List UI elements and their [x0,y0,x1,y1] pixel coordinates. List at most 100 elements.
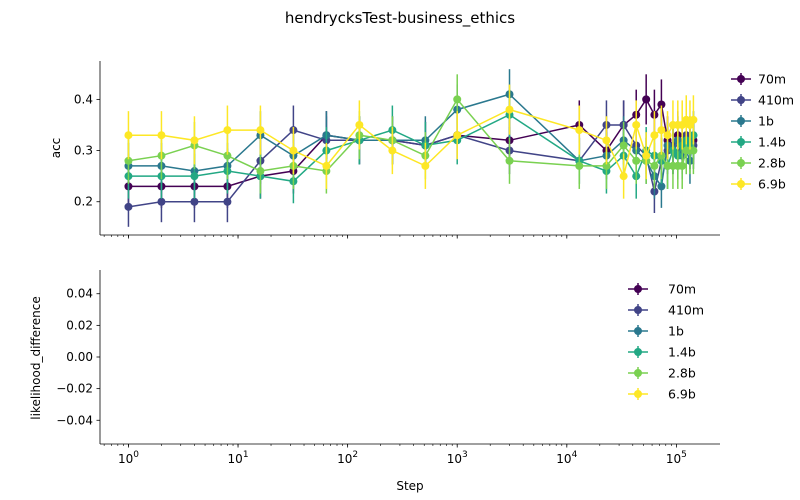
legend-label: 410m [758,93,794,108]
legend-label: 6.9b [668,387,696,402]
likelihood-difference-axes: −0.04 −0.02 0.00 0.02 0.04 100 101 102 103 104 105 [56,270,720,466]
series-70m [124,74,698,208]
data-point [355,120,364,129]
data-point [190,172,199,181]
legend-marker [634,390,642,398]
series-6.9b [124,84,698,199]
data-point [602,161,611,170]
legend-label: 70m [668,282,696,297]
data-point [657,100,666,109]
data-point [575,161,584,170]
y-tick-label: 0.04 [66,287,93,301]
data-point [124,131,133,140]
data-point [124,156,133,165]
legend-item-2.8b: 2.8b [628,366,696,381]
legend-item-1.4b: 1.4b [731,135,786,150]
legend-item-70m: 70m [731,72,786,87]
accuracy-axes: 0.2 0.3 0.4 [74,61,720,239]
legend-marker [737,138,745,146]
y-tick-label: 0.4 [74,92,93,106]
accuracy-y-axis-label: acc [49,138,63,159]
legend-label: 2.8b [668,366,696,381]
accuracy-series-group [124,69,698,227]
series-2.8b [124,74,698,194]
y-tick-label: −0.04 [56,413,93,427]
legend-marker [737,117,745,125]
data-point [453,95,462,104]
x-tick-label: 101 [228,450,249,466]
data-point [632,120,641,129]
legend-item-2.8b: 2.8b [731,156,786,171]
x-tick-label: 102 [337,450,358,466]
legend-marker [737,96,745,104]
data-point [619,172,628,181]
data-point [223,151,232,160]
data-point [124,202,133,211]
data-point [190,136,199,145]
legend-label: 2.8b [758,156,786,171]
series-410m [124,100,698,227]
data-point [223,197,232,206]
data-point [657,151,666,160]
legend-item-410m: 410m [731,93,794,108]
legend-marker [634,306,642,314]
data-point [322,161,331,170]
likelihood-difference-y-axis-label: likelihood_difference [29,296,43,419]
data-point [388,146,397,155]
data-point [157,131,166,140]
data-point [650,131,659,140]
data-point [157,197,166,206]
legend-item-70m: 70m [628,282,696,297]
y-tick-label: −0.02 [56,382,93,396]
legend-item-410m: 410m [628,303,704,318]
data-point [289,146,298,155]
chart-title: hendrycksTest-business_ethics [285,9,515,28]
legend-marker [634,285,642,293]
y-tick-label: 0.00 [66,350,93,364]
legend-label: 1b [758,114,774,129]
y-tick-label: 0.2 [74,195,93,209]
data-point [223,126,232,135]
data-point [650,161,659,170]
data-point [657,182,666,191]
x-axis-label: Step [396,479,423,493]
data-point [632,156,641,165]
data-point [642,95,651,104]
data-point [575,126,584,135]
x-tick-label: 104 [556,450,577,466]
data-point [657,126,666,135]
likelihood-difference-panel: −0.04 −0.02 0.00 0.02 0.04 100 101 102 103 104 105… [29,270,720,466]
legend-marker [737,159,745,167]
legend-label: 1.4b [758,135,786,150]
legend-marker [634,369,642,377]
legend-item-1b: 1b [731,114,774,129]
y-tick-label: 0.3 [74,144,93,158]
data-point [663,131,672,140]
x-tick-label: 105 [666,450,687,466]
likelihood-difference-legend: 70m 410m 1b 1.4b 2.8b 6.9b [628,282,704,402]
legend-item-6.9b: 6.9b [731,177,786,192]
data-point [642,151,651,160]
data-point [678,161,687,170]
legend-label: 1b [668,324,684,339]
legend-label: 410m [668,303,704,318]
data-point [256,126,265,135]
y-tick-label: 0.02 [66,318,93,332]
data-point [505,105,514,114]
legend-marker [634,348,642,356]
legend-marker [737,75,745,83]
data-point [256,167,265,176]
accuracy-legend: 70m 410m 1b 1.4b 2.8b 6.9b [731,72,794,192]
legend-label: 70m [758,72,786,87]
data-point [619,141,628,150]
legend-marker [634,327,642,335]
data-point [190,197,199,206]
legend-item-6.9b: 6.9b [628,387,696,402]
data-point [505,156,514,165]
legend-item-1b: 1b [628,324,684,339]
legend-marker [737,180,745,188]
x-tick-label: 103 [447,450,468,466]
accuracy-panel: 0.2 0.3 0.4 acc 70m 410m 1b 1.4b 2.8b 6.9b [49,61,794,239]
data-point [453,131,462,140]
